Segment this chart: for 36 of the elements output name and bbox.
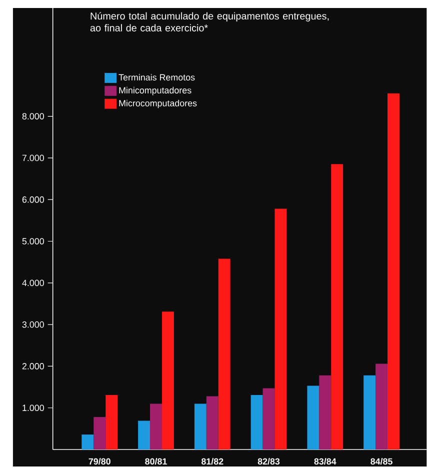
bar (150, 404, 162, 450)
bar (262, 388, 275, 450)
y-tick-label: 8.000 (22, 113, 44, 120)
x-tick-label: 81/82 (201, 458, 224, 465)
y-tick-label: 7.000 (22, 154, 44, 162)
bar (250, 394, 263, 450)
x-tick-label: 82/83 (258, 458, 280, 465)
x-tick-label: 84/85 (370, 458, 392, 465)
bar (307, 386, 320, 450)
legend-label: Terminais Remotos (118, 74, 195, 81)
bar (218, 258, 230, 450)
bar (94, 417, 106, 450)
bar (206, 396, 218, 450)
bar (138, 420, 150, 450)
bar (364, 375, 376, 450)
legend-label: Microcomputadores (119, 100, 197, 108)
bar (319, 375, 332, 450)
text: Número total acumulado de equipamentos entregues, ao final de cada exercicio* (90, 12, 329, 32)
legend-label: Minicomputadores (119, 86, 192, 96)
y-tick-label: 2.000 (22, 363, 44, 370)
bar (376, 364, 388, 450)
y-tick-label: 6.000 (22, 196, 44, 203)
x-tick-label: 80/81 (145, 458, 167, 465)
bar (331, 164, 344, 450)
y-tick-label: 4.000 (22, 280, 44, 286)
y-tick-label: 5.000 (22, 238, 44, 244)
x-tick-label: 79/80 (88, 458, 110, 465)
bar (162, 312, 174, 450)
bar (106, 394, 118, 450)
x-tick-label: 83/84 (314, 458, 336, 465)
bar (194, 404, 206, 450)
bar (82, 434, 94, 450)
y-tick-label: 3.000 (22, 321, 44, 328)
y-tick-label: 1.000 (22, 404, 44, 412)
bar (274, 208, 287, 450)
bar (388, 93, 400, 450)
